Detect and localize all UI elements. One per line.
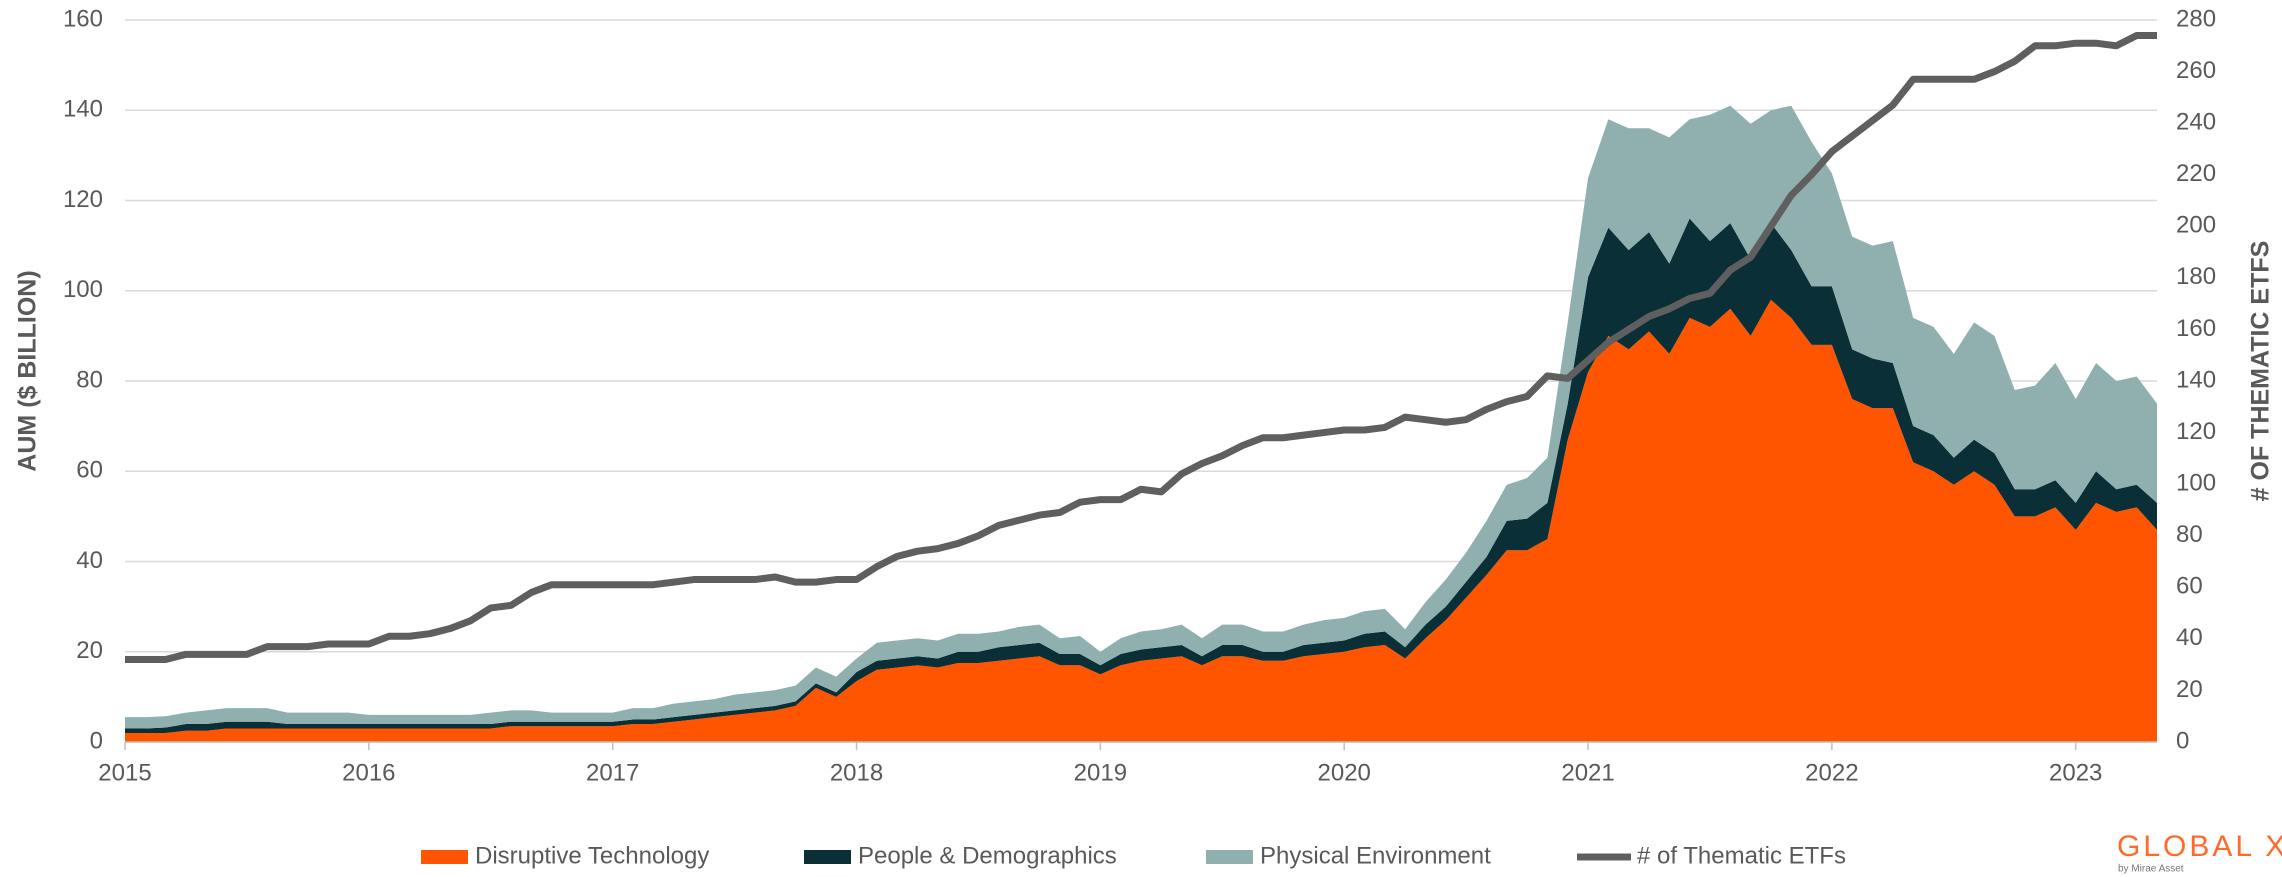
legend-label: Disruptive Technology [475,842,709,869]
legend-label: # of Thematic ETFs [1637,842,1846,869]
y2-tick-label: 40 [2176,624,2203,651]
grid [125,19,2157,743]
x-tick-label: 2017 [586,759,639,786]
y2-tick-label: 20 [2176,676,2203,703]
y-axis-title: AUM ($ BILLION) [14,270,42,471]
y-tick-label: 0 [90,727,103,754]
x-tick-label: 2015 [98,759,151,786]
x-tick-label: 2022 [1805,759,1858,786]
y-tick-label: 120 [63,186,103,213]
y-tick-label: 40 [76,547,103,574]
legend-swatch [804,850,851,864]
y-tick-label: 80 [76,366,103,393]
y2-tick-label: 80 [2176,521,2203,548]
legend-swatch [1206,850,1253,864]
y2-tick-label: 280 [2176,5,2216,32]
areas [125,105,2157,742]
y-tick-label: 100 [63,276,103,303]
y-tick-label: 160 [63,5,103,32]
x-tick-label: 2020 [1318,759,1371,786]
lines [125,31,2157,663]
x-tick-label: 2019 [1074,759,1127,786]
y2-tick-label: 180 [2176,263,2216,290]
y-tick-label: 60 [76,457,103,484]
y2-tick-label: 200 [2176,212,2216,239]
y-tick-label: 20 [76,637,103,664]
logo-sub: by Mirae Asset [2118,864,2184,875]
legend-label: Physical Environment [1260,842,1491,869]
y-tick-label: 140 [63,96,103,123]
line [125,31,2157,663]
legend-swatch [421,850,468,864]
y2-tick-label: 0 [2176,727,2189,754]
x-tick-label: 2016 [342,759,395,786]
y2-tick-label: 240 [2176,108,2216,135]
y2-tick-label: 120 [2176,418,2216,445]
x-tick-label: 2018 [830,759,883,786]
y2-tick-label: 160 [2176,315,2216,342]
legend-label: People & Demographics [858,842,1117,869]
x-tick-label: 2023 [2049,759,2102,786]
x-tick-label: 2021 [1561,759,1614,786]
y2-tick-label: 220 [2176,160,2216,187]
y2-tick-label: 140 [2176,366,2216,393]
y2-tick-label: 100 [2176,469,2216,496]
y2-tick-label: 260 [2176,57,2216,84]
y2-axis-title: # OF THEMATIC ETFS [2247,241,2275,502]
area [125,299,2157,742]
logo: GLOBAL X [2117,830,2282,863]
y2-tick-label: 60 [2176,573,2203,600]
